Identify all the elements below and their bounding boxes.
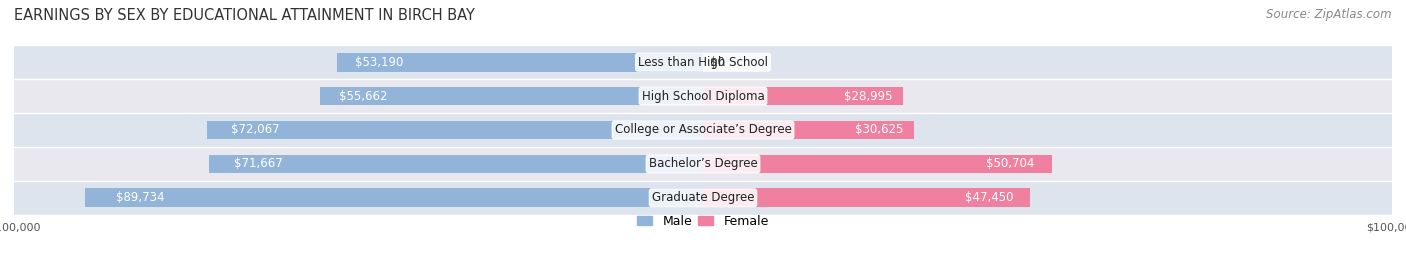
Bar — [84, 188, 703, 207]
Text: $30,625: $30,625 — [855, 124, 904, 136]
Bar — [703, 155, 1052, 173]
Bar — [14, 113, 1392, 147]
Bar — [703, 87, 903, 105]
Legend: Male, Female: Male, Female — [637, 215, 769, 228]
Bar — [703, 188, 1031, 207]
Text: $47,450: $47,450 — [965, 191, 1014, 204]
Bar — [319, 87, 703, 105]
Bar — [207, 121, 703, 139]
Text: Bachelor’s Degree: Bachelor’s Degree — [648, 157, 758, 170]
Bar — [14, 147, 1392, 181]
Text: High School Diploma: High School Diploma — [641, 90, 765, 103]
Text: $28,995: $28,995 — [844, 90, 893, 103]
Text: Source: ZipAtlas.com: Source: ZipAtlas.com — [1267, 8, 1392, 21]
Text: $55,662: $55,662 — [339, 90, 387, 103]
Text: $71,667: $71,667 — [233, 157, 283, 170]
Bar — [14, 45, 1392, 79]
Bar — [209, 155, 703, 173]
Bar — [336, 53, 703, 72]
Text: EARNINGS BY SEX BY EDUCATIONAL ATTAINMENT IN BIRCH BAY: EARNINGS BY SEX BY EDUCATIONAL ATTAINMEN… — [14, 8, 475, 23]
Bar — [14, 181, 1392, 215]
Text: Less than High School: Less than High School — [638, 56, 768, 69]
Text: $89,734: $89,734 — [115, 191, 165, 204]
Bar — [14, 79, 1392, 113]
Text: $0: $0 — [710, 56, 724, 69]
Text: $72,067: $72,067 — [232, 124, 280, 136]
Text: Graduate Degree: Graduate Degree — [652, 191, 754, 204]
Text: College or Associate’s Degree: College or Associate’s Degree — [614, 124, 792, 136]
Text: $50,704: $50,704 — [987, 157, 1035, 170]
Bar — [703, 121, 914, 139]
Text: $53,190: $53,190 — [354, 56, 404, 69]
